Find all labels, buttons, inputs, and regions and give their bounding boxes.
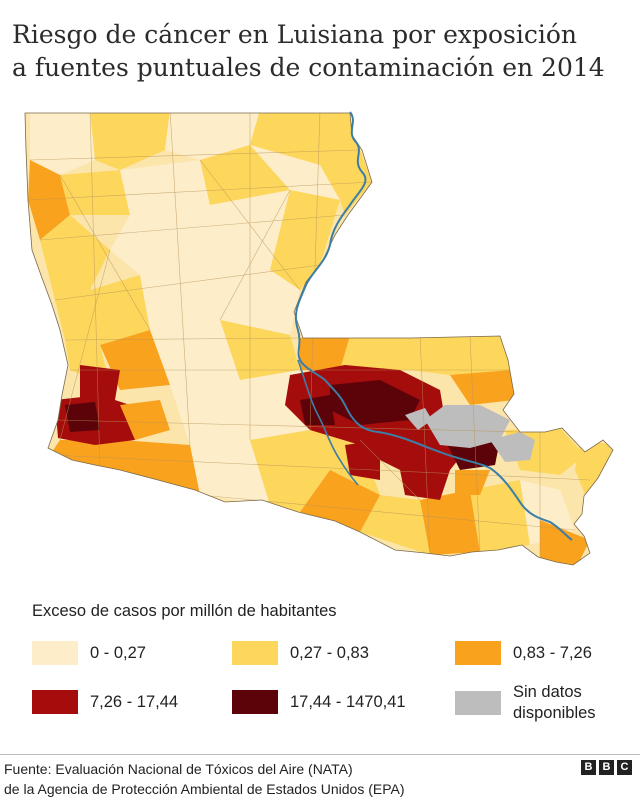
chart-title: Riesgo de cáncer en Luisiana por exposic… bbox=[12, 18, 628, 84]
legend-swatch-3 bbox=[32, 690, 78, 714]
louisiana-map bbox=[24, 111, 614, 566]
legend-label-4: 17,44 - 1470,41 bbox=[290, 692, 406, 711]
title-line-2: a fuentes puntuales de contaminación en … bbox=[12, 53, 605, 82]
legend-swatch-0 bbox=[32, 641, 78, 665]
legend-label-5: Sin datos disponibles bbox=[513, 683, 596, 722]
legend-label-1: 0,27 - 0,83 bbox=[290, 643, 369, 662]
legend-item-1: 0,27 - 0,83 bbox=[232, 641, 369, 665]
legend-swatch-2 bbox=[455, 641, 501, 665]
source-line-1: Fuente: Evaluación Nacional de Tóxicos d… bbox=[4, 761, 353, 777]
atchafalaya-river bbox=[297, 359, 359, 486]
legend-swatch-5 bbox=[455, 691, 501, 715]
legend-item-5: Sin datos disponibles bbox=[455, 682, 623, 724]
legend-label-2: 0,83 - 7,26 bbox=[513, 643, 592, 662]
bbc-logo-letter-3: C bbox=[617, 760, 632, 775]
legend-label-0: 0 - 0,27 bbox=[90, 643, 146, 662]
legend-swatch-1 bbox=[232, 641, 278, 665]
bbc-logo-letter-2: B bbox=[599, 760, 614, 775]
tract-borders bbox=[27, 113, 591, 560]
mississippi-river bbox=[294, 111, 573, 541]
source-note: Fuente: Evaluación Nacional de Tóxicos d… bbox=[4, 759, 405, 799]
footer-divider bbox=[0, 754, 640, 755]
legend-item-3: 7,26 - 17,44 bbox=[32, 690, 178, 714]
source-line-2: de la Agencia de Protección Ambiental de… bbox=[4, 781, 405, 797]
bbc-logo-letter-1: B bbox=[581, 760, 596, 775]
legend-swatch-4 bbox=[232, 690, 278, 714]
legend-item-4: 17,44 - 1470,41 bbox=[232, 690, 406, 714]
parish-tracts bbox=[25, 113, 613, 565]
legend-title: Exceso de casos por millón de habitantes bbox=[32, 602, 337, 620]
title-line-1: Riesgo de cáncer en Luisiana por exposic… bbox=[12, 20, 577, 49]
legend-item-0: 0 - 0,27 bbox=[32, 641, 146, 665]
legend-item-2: 0,83 - 7,26 bbox=[455, 641, 592, 665]
legend-label-3: 7,26 - 17,44 bbox=[90, 692, 179, 711]
bbc-logo: B B C bbox=[581, 760, 632, 775]
